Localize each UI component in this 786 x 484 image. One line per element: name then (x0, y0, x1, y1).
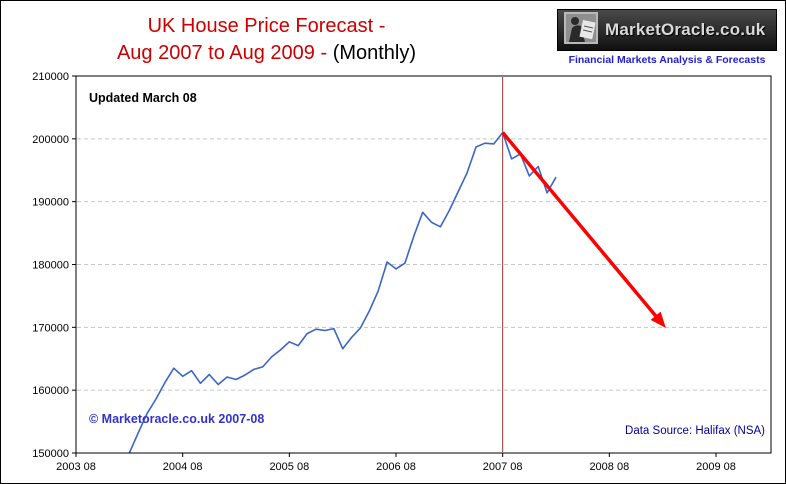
logo-tagline: Financial Markets Analysis & Forecasts (568, 54, 766, 66)
updated-annotation: Updated March 08 (89, 91, 197, 105)
forecast-arrow-line (501, 131, 665, 326)
x-tick-label: 2009 08 (696, 461, 736, 473)
x-tick-label: 2008 08 (589, 461, 629, 473)
marketoracle-logo: MarketOracle.co.uk Financial Markets Ana… (557, 9, 777, 66)
chart-title: UK House Price Forecast - Aug 2007 to Au… (9, 13, 524, 67)
chart-title-line2: Aug 2007 to Aug 2009 - (Monthly) (9, 40, 524, 67)
x-tick-label: 2003 08 (56, 461, 96, 473)
x-tick-label: 2007 08 (483, 461, 523, 473)
chart-title-line1: UK House Price Forecast - (147, 15, 386, 37)
price-series-line (128, 131, 557, 454)
y-tick-label: 180000 (32, 260, 69, 272)
logo-wordmark: MarketOracle.co.uk (605, 20, 766, 39)
forecast-arrowhead (650, 311, 666, 329)
x-tick-label: 2005 08 (269, 461, 309, 473)
x-tick-label: 2006 08 (376, 461, 416, 473)
logo-box: MarketOracle.co.uk (557, 9, 777, 51)
data-source-annotation: Data Source: Halifax (NSA) (625, 425, 765, 437)
y-tick-label: 210000 (32, 71, 69, 83)
x-tick-label: 2004 08 (163, 461, 203, 473)
logo-icon (564, 11, 598, 49)
chart-title-line2-frequency: (Monthly) (332, 42, 417, 64)
chart-title-line2-dates: Aug 2007 to Aug 2009 - (116, 42, 333, 64)
y-tick-label: 200000 (32, 134, 69, 146)
y-tick-label: 160000 (32, 385, 69, 397)
y-tick-label: 150000 (32, 448, 69, 460)
y-tick-label: 170000 (32, 322, 69, 334)
y-tick-label: 190000 (32, 197, 69, 209)
copyright-annotation: © Marketoracle.co.uk 2007-08 (89, 412, 265, 426)
